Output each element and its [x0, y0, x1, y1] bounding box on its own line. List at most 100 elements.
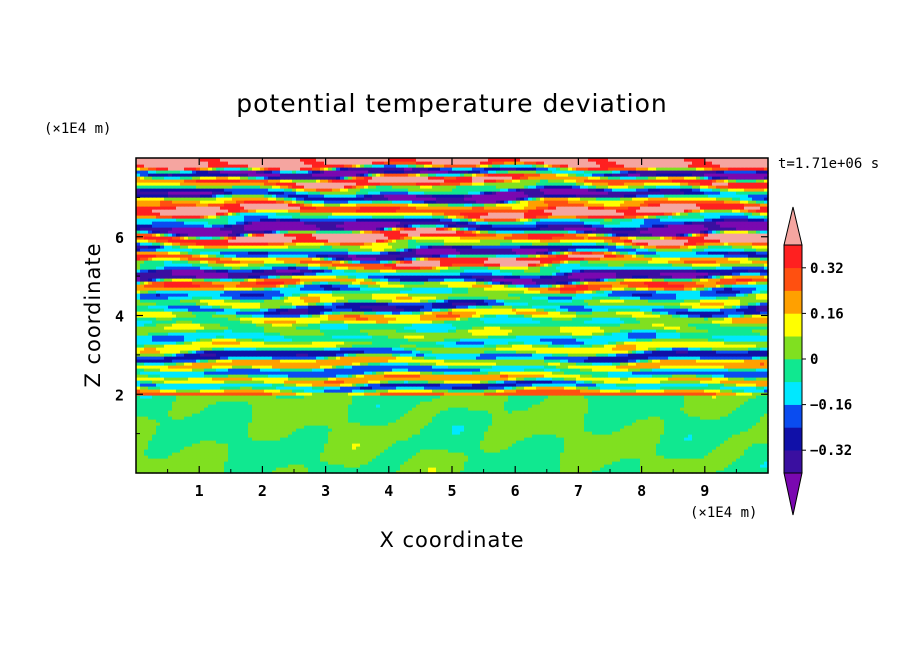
field-cell — [420, 467, 425, 471]
field-cell — [248, 455, 253, 459]
field-cell — [296, 470, 301, 474]
field-cell — [192, 458, 197, 462]
field-cell — [648, 470, 653, 474]
field-cell — [148, 461, 153, 465]
field-cell — [192, 464, 197, 468]
field-cell — [712, 455, 717, 459]
field-cell — [428, 470, 433, 474]
field-cell — [700, 458, 705, 462]
field-cell — [756, 464, 761, 468]
field-cell — [624, 455, 629, 459]
field-cell — [532, 455, 537, 459]
field-cell — [264, 464, 269, 468]
field-cell — [400, 467, 405, 471]
field-cell — [184, 467, 189, 471]
field-cell — [620, 464, 625, 468]
field-cell — [732, 455, 737, 459]
field-cell — [596, 458, 601, 462]
field-cell — [208, 455, 213, 459]
field-cell — [436, 458, 441, 462]
field-cell — [420, 464, 425, 468]
field-cell — [640, 458, 645, 462]
field-cell — [232, 458, 237, 462]
field-cell — [216, 467, 221, 471]
field-cell — [384, 470, 389, 474]
field-cell — [760, 464, 765, 468]
field-cell — [720, 467, 725, 471]
field-cell — [288, 458, 293, 462]
field-cell — [324, 464, 329, 468]
field-cell — [472, 470, 477, 474]
field-cell — [156, 455, 161, 459]
field-cell — [552, 458, 557, 462]
field-cell — [180, 458, 185, 462]
field-cell — [548, 467, 553, 471]
field-cell — [408, 464, 413, 468]
field-cell — [532, 464, 537, 468]
field-cell — [216, 464, 221, 468]
field-cell — [448, 467, 453, 471]
field-cell — [460, 458, 465, 462]
field-cell — [412, 464, 417, 468]
field-cell — [300, 461, 305, 465]
field-cell — [684, 464, 689, 468]
field-cell — [708, 461, 713, 465]
field-cell — [656, 461, 661, 465]
field-cell — [200, 452, 205, 456]
field-cell — [748, 464, 753, 468]
field-cell — [760, 458, 765, 462]
field-cell — [164, 461, 169, 465]
field-cell — [376, 470, 381, 474]
field-cell — [644, 461, 649, 465]
field-cell — [320, 461, 325, 465]
field-cell — [548, 470, 553, 474]
field-cell — [476, 461, 481, 465]
field-cell — [452, 458, 457, 462]
field-cell — [384, 464, 389, 468]
field-cell — [368, 455, 373, 459]
field-cell — [532, 470, 537, 474]
field-cell — [660, 455, 665, 459]
field-cell — [428, 467, 433, 471]
field-cell — [228, 461, 233, 465]
field-cell — [520, 470, 525, 474]
field-cell — [292, 455, 297, 459]
field-cell — [580, 461, 585, 465]
field-cell — [636, 470, 641, 474]
field-cell — [264, 467, 269, 471]
field-cell — [388, 461, 393, 465]
field-cell — [536, 458, 541, 462]
field-cell — [176, 455, 181, 459]
field-cell — [252, 455, 257, 459]
field-cell — [176, 467, 181, 471]
field-cell — [356, 458, 361, 462]
field-cell — [384, 455, 389, 459]
field-cell — [392, 470, 397, 474]
field-cell — [600, 455, 605, 459]
field-cell — [456, 455, 461, 459]
field-cell — [704, 455, 709, 459]
field-cell — [536, 470, 541, 474]
field-cell — [268, 461, 273, 465]
field-cell — [628, 458, 633, 462]
field-cell — [588, 470, 593, 474]
field-cell — [304, 455, 309, 459]
field-cell — [160, 467, 165, 471]
field-cell — [428, 458, 433, 462]
field-cell — [440, 461, 445, 465]
field-cell — [240, 464, 245, 468]
field-cell — [300, 464, 305, 468]
field-cell — [636, 458, 641, 462]
field-cell — [276, 461, 281, 465]
field-cell — [264, 458, 269, 462]
field-cell — [528, 461, 533, 465]
field-cell — [352, 455, 357, 459]
field-cell — [728, 458, 733, 462]
field-cell — [276, 458, 281, 462]
field-cell — [140, 455, 145, 459]
field-cell — [760, 455, 765, 459]
field-cell — [644, 455, 649, 459]
field-cell — [176, 461, 181, 465]
field-cell — [704, 458, 709, 462]
field-cell — [608, 467, 613, 471]
